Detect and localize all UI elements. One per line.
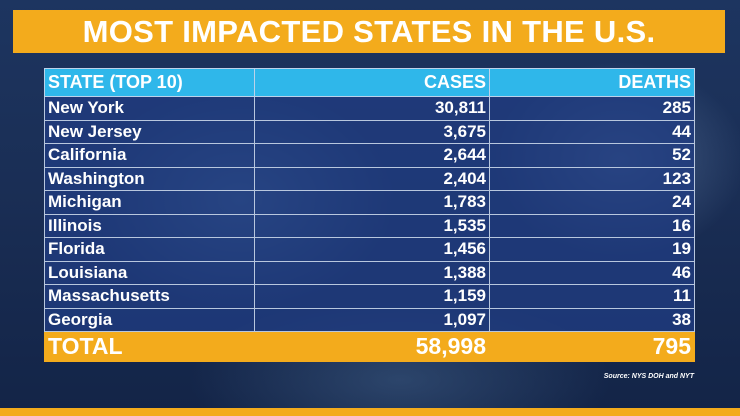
state-cell: Massachusetts: [44, 284, 255, 309]
table-row: California 2,644 52: [44, 143, 695, 168]
state-cell: New Jersey: [44, 119, 255, 144]
deaths-cell: 19: [489, 237, 695, 262]
total-deaths: 795: [489, 331, 695, 362]
deaths-cell: 38: [489, 307, 695, 332]
title-banner: MOST IMPACTED STATES IN THE U.S.: [13, 10, 725, 53]
total-label: TOTAL: [44, 331, 255, 362]
cases-cell: 1,159: [254, 284, 490, 309]
state-cell: Georgia: [44, 307, 255, 332]
header-deaths: DEATHS: [489, 68, 695, 97]
state-cell: Washington: [44, 166, 255, 191]
table-row: New Jersey 3,675 44: [44, 119, 695, 144]
states-table-container: STATE (TOP 10) CASES DEATHS New York 30,…: [44, 68, 695, 362]
state-cell: Louisiana: [44, 260, 255, 285]
cases-cell: 2,404: [254, 166, 490, 191]
page-title: MOST IMPACTED STATES IN THE U.S.: [82, 13, 656, 49]
table-row: Michigan 1,783 24: [44, 190, 695, 215]
table-row: Georgia 1,097 38: [44, 307, 695, 332]
header-state: STATE (TOP 10): [44, 68, 255, 97]
cases-cell: 1,783: [254, 190, 490, 215]
cases-cell: 30,811: [254, 96, 490, 121]
cases-cell: 2,644: [254, 143, 490, 168]
deaths-cell: 24: [489, 190, 695, 215]
table-row: New York 30,811 285: [44, 96, 695, 121]
deaths-cell: 46: [489, 260, 695, 285]
deaths-cell: 123: [489, 166, 695, 191]
total-row: TOTAL 58,998 795: [44, 331, 695, 362]
deaths-cell: 11: [489, 284, 695, 309]
cases-cell: 1,535: [254, 213, 490, 238]
states-table: STATE (TOP 10) CASES DEATHS New York 30,…: [44, 68, 695, 362]
table-header-row: STATE (TOP 10) CASES DEATHS: [44, 68, 695, 97]
table-row: Washington 2,404 123: [44, 166, 695, 191]
cases-cell: 1,388: [254, 260, 490, 285]
deaths-cell: 44: [489, 119, 695, 144]
table-row: Illinois 1,535 16: [44, 213, 695, 238]
state-cell: Florida: [44, 237, 255, 262]
table-row: Louisiana 1,388 46: [44, 260, 695, 285]
cases-cell: 3,675: [254, 119, 490, 144]
cases-cell: 1,097: [254, 307, 490, 332]
source-note: Source: NYS DOH and NYT: [603, 373, 694, 380]
state-cell: Michigan: [44, 190, 255, 215]
deaths-cell: 16: [489, 213, 695, 238]
cases-cell: 1,456: [254, 237, 490, 262]
deaths-cell: 52: [489, 143, 695, 168]
bottom-accent-bar: [0, 408, 740, 416]
state-cell: New York: [44, 96, 255, 121]
deaths-cell: 285: [489, 96, 695, 121]
table-row: Massachusetts 1,159 11: [44, 284, 695, 309]
state-cell: California: [44, 143, 255, 168]
table-row: Florida 1,456 19: [44, 237, 695, 262]
header-cases: CASES: [254, 68, 490, 97]
total-cases: 58,998: [254, 331, 490, 362]
state-cell: Illinois: [44, 213, 255, 238]
